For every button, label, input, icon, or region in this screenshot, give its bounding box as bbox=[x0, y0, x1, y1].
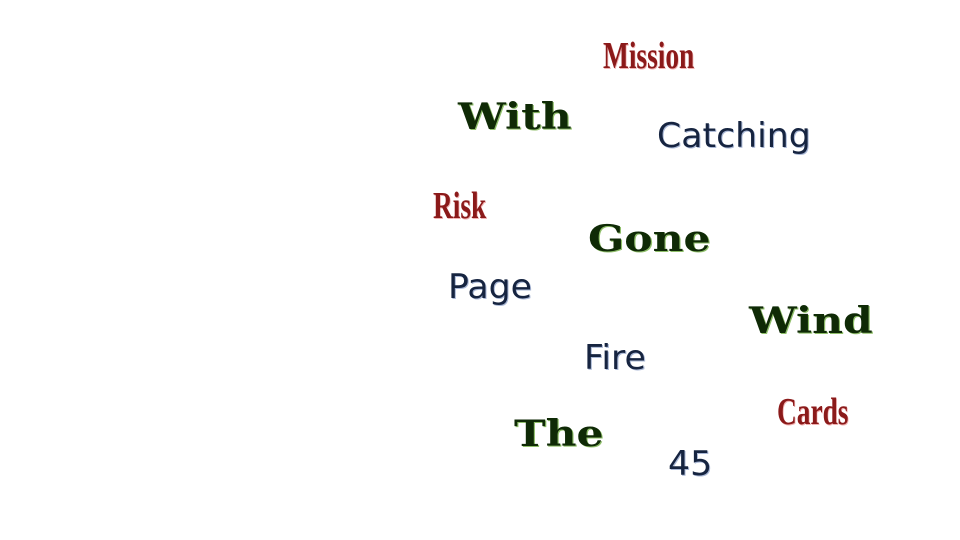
word-cards: Cards bbox=[777, 391, 849, 433]
word-45: 45 bbox=[668, 444, 713, 484]
word-the: The bbox=[514, 413, 604, 455]
word-catching: Catching bbox=[657, 116, 811, 156]
word-with: With bbox=[458, 96, 572, 138]
word-page: Page bbox=[448, 267, 532, 307]
word-wind: Wind bbox=[749, 300, 873, 342]
word-gone: Gone bbox=[588, 218, 711, 260]
word-fire: Fire bbox=[584, 338, 646, 378]
word-risk: Risk bbox=[433, 185, 487, 227]
word-mission: Mission bbox=[603, 35, 695, 77]
